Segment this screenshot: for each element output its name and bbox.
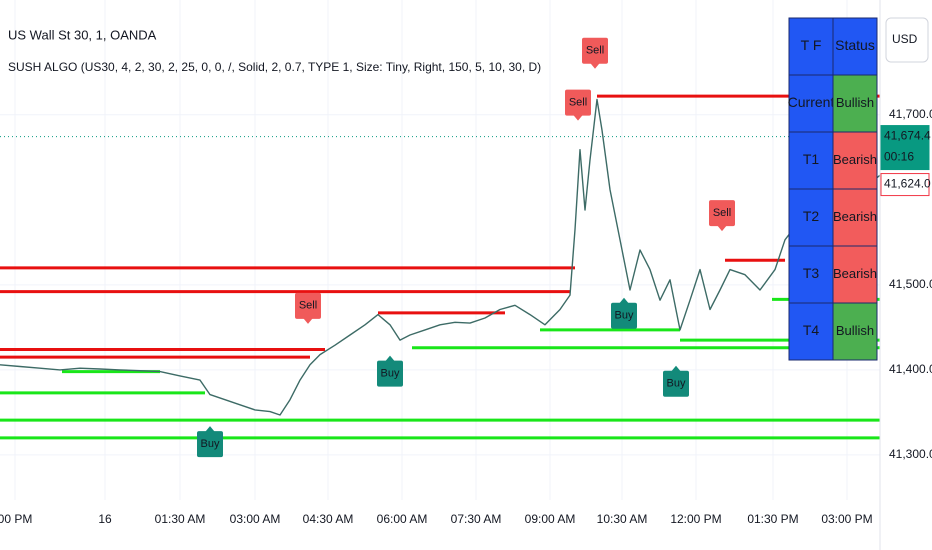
price-label: 41,674.4 xyxy=(884,129,931,143)
status-cell xyxy=(832,131,878,190)
signal-label: Buy xyxy=(667,378,686,390)
status-label: Bullish xyxy=(836,95,874,110)
timeframe-label: T4 xyxy=(803,322,820,338)
table-cell xyxy=(788,188,834,247)
status-cell xyxy=(832,245,878,304)
table-header-cell xyxy=(788,17,834,76)
x-tick-label: 04:30 AM xyxy=(303,512,354,526)
signal-box xyxy=(565,89,591,116)
signal-box xyxy=(197,431,223,458)
table-header-text: T F xyxy=(801,37,822,53)
x-tick-label: 09:00 AM xyxy=(525,512,576,526)
status-label: Bearish xyxy=(833,209,877,224)
plot xyxy=(0,98,881,416)
signal-box xyxy=(611,302,637,329)
price-label-box xyxy=(880,173,930,197)
table-cell xyxy=(788,302,834,361)
signal-arrow xyxy=(205,426,215,433)
signal-label: Sell xyxy=(586,45,604,57)
table-cell xyxy=(788,131,834,190)
timeframe-label: T3 xyxy=(803,265,820,281)
signal-label: Buy xyxy=(381,367,400,379)
signal-label: Buy xyxy=(615,310,634,322)
y-tick-label: 41,500.0 xyxy=(889,277,932,291)
price-line xyxy=(0,98,881,416)
status-cell xyxy=(832,74,878,133)
price-label: 41,624.0 xyxy=(884,177,931,191)
signal-arrow xyxy=(671,365,681,372)
signal-box xyxy=(295,292,321,319)
x-tick-label: 01:30 AM xyxy=(155,512,206,526)
signal-arrow xyxy=(573,114,583,121)
axes: 41,300.0 41,400.0 41,500.0 41,700.0 00 PM 16 0… xyxy=(0,107,932,526)
table-header-cell xyxy=(832,17,878,76)
signal-arrow xyxy=(385,355,395,362)
status-label: Bearish xyxy=(833,152,877,167)
signal-label: Buy xyxy=(201,438,220,450)
status-label: Bearish xyxy=(833,266,877,281)
x-tick-label: 06:00 AM xyxy=(377,512,428,526)
x-tick-label: 07:30 AM xyxy=(451,512,502,526)
x-tick-label: 10:30 AM xyxy=(597,512,648,526)
signal-label: Sell xyxy=(713,207,731,219)
indicator-text: SUSH ALGO (US30, 4, 2, 30, 2, 25, 0, 0, … xyxy=(8,60,541,74)
signal-box xyxy=(709,200,735,227)
signal-label: Sell xyxy=(299,300,317,312)
signal-box xyxy=(663,370,689,397)
y-tick-label: 41,700.0 xyxy=(889,107,932,121)
signal-box xyxy=(582,37,608,64)
signal-arrow xyxy=(590,62,600,69)
signal-box xyxy=(377,360,403,387)
x-tick-label: 03:00 PM xyxy=(821,512,872,526)
grid xyxy=(0,0,880,500)
price-label-box xyxy=(880,125,930,171)
status-label: Bullish xyxy=(836,323,874,338)
signals: Sell Sell Sell Sell Buy Buy Buy Buy xyxy=(197,37,735,458)
signal-label: Sell xyxy=(569,97,587,109)
status-cell xyxy=(832,302,878,361)
x-tick-label: 16 xyxy=(98,512,112,526)
price-label-sub: 00:16 xyxy=(884,150,914,164)
currency-button[interactable] xyxy=(885,17,929,63)
timeframe-label: Current xyxy=(788,94,835,110)
y-tick-label: 41,300.0 xyxy=(889,447,932,461)
y-tick-label: 41,400.0 xyxy=(889,362,932,376)
signal-arrow xyxy=(303,317,313,324)
timeframe-label: T2 xyxy=(803,208,820,224)
currency-label[interactable]: USD xyxy=(892,32,918,46)
x-tick-label: 00 PM xyxy=(0,512,32,526)
x-tick-label: 12:00 PM xyxy=(670,512,721,526)
signal-arrow xyxy=(619,297,629,304)
x-tick-label: 03:00 AM xyxy=(230,512,281,526)
timeframe-label: T1 xyxy=(803,151,820,167)
chart-title: US Wall St 30, 1, OANDA xyxy=(8,27,157,42)
table-cell xyxy=(788,74,834,133)
signal-arrow xyxy=(717,225,727,232)
x-tick-label: 01:30 PM xyxy=(747,512,798,526)
table-header-text: Status xyxy=(835,37,875,53)
